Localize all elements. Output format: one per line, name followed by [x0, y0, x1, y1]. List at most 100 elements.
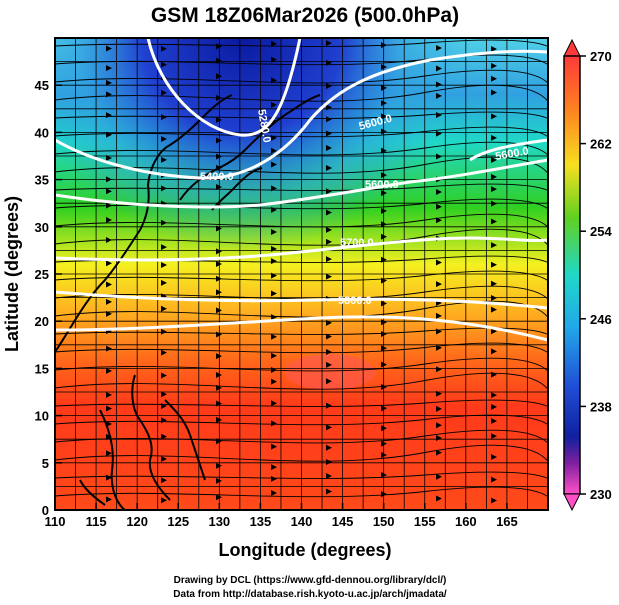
streamline	[55, 39, 548, 47]
colorbar-tick-label: 254	[590, 224, 612, 239]
streamline-arrow	[106, 91, 112, 98]
streamline-arrow	[491, 261, 497, 268]
streamline-arrow	[436, 344, 442, 351]
streamline-arrow	[491, 75, 497, 82]
streamline-arrow	[326, 209, 332, 216]
streamline-arrow	[491, 348, 497, 355]
streamline-arrow	[326, 361, 332, 368]
x-tick-label: 145	[332, 514, 354, 529]
streamline-arrow	[491, 62, 497, 69]
streamline-arrow	[436, 44, 442, 51]
streamline-arrow	[436, 65, 442, 72]
streamline-arrow	[436, 405, 442, 412]
contour-labels: 5280.0 5400.0 5600.0 5600.0 5700.0 5800.…	[200, 108, 530, 307]
x-tick-label: 110	[45, 514, 66, 529]
streamline-arrow	[491, 45, 497, 52]
streamline	[55, 471, 548, 479]
streamline-arrow	[271, 147, 277, 154]
x-tick-label: 120	[126, 514, 148, 529]
streamline-arrow	[106, 310, 112, 317]
streamline	[55, 156, 548, 174]
streamline-arrow	[271, 333, 277, 340]
x-tick-label: 135	[250, 514, 272, 529]
streamline-arrow	[491, 476, 497, 483]
streamline	[55, 111, 548, 119]
streamline-arrow	[106, 202, 112, 209]
streamline-arrow	[436, 203, 442, 210]
x-tick-label: 150	[373, 514, 395, 529]
streamline-arrow	[326, 226, 332, 233]
y-tick-label: 30	[35, 220, 49, 235]
colorbar: 270 262 254 246 238 230	[563, 38, 612, 512]
streamline-arrow	[436, 366, 442, 373]
streamline-arrow	[271, 475, 277, 482]
contour-label: 5600.0	[494, 145, 529, 163]
streamline-arrow	[106, 112, 112, 119]
streamline-arrow	[436, 112, 442, 119]
streamline-arrow	[436, 449, 442, 456]
map-field: 5280.0 5400.0 5600.0 5600.0 5700.0 5800.…	[55, 38, 548, 510]
streamline-arrow	[326, 145, 332, 152]
colorbar-tick-label: 230	[590, 487, 612, 502]
streamline-arrow	[271, 352, 277, 359]
streamline-arrow	[106, 391, 112, 398]
streamline-arrow	[161, 456, 167, 463]
plot-title: GSM 18Z06Mar2026 (500.0hPa)	[151, 4, 459, 27]
streamline-arrow	[161, 328, 167, 335]
height-contours	[55, 38, 548, 342]
streamline-arrow	[326, 348, 332, 355]
streamline-arrow	[161, 261, 167, 268]
y-tick-label: 35	[35, 173, 49, 188]
colorbar-tick-label: 246	[590, 312, 612, 327]
streamline-arrow	[326, 424, 332, 431]
x-tick-label: 165	[496, 514, 518, 529]
streamline-arrow	[161, 185, 167, 192]
streamline-arrow	[491, 242, 497, 249]
streamline-arrow	[161, 497, 167, 504]
streamline-arrow	[436, 495, 442, 502]
streamline-arrow	[491, 156, 497, 163]
streamline-arrow	[491, 218, 497, 225]
streamline	[55, 69, 548, 84]
streamline-arrow	[161, 391, 167, 398]
streamline-arrow	[106, 45, 112, 52]
x-axis-ticks: 110 115 120 125 130 135 140 145 150 155 160 165	[45, 503, 518, 529]
streamline-arrow	[491, 497, 497, 504]
y-axis-ticks: 0 5 10 15 20 25 30 35 40 45	[35, 78, 62, 518]
streamline-arrow	[491, 173, 497, 180]
colorbar-tick-label: 270	[590, 49, 612, 64]
streamline-arrow	[271, 77, 277, 84]
x-tick-label: 115	[86, 514, 107, 529]
x-axis-label: Longitude (degrees)	[218, 540, 391, 560]
streamline	[55, 357, 548, 372]
lat-lon-grid	[55, 38, 548, 510]
streamline-arrow	[106, 474, 112, 481]
streamline-arrow	[106, 367, 112, 374]
streamline-arrow	[436, 281, 442, 288]
streamline-arrow	[491, 280, 497, 287]
y-tick-label: 45	[35, 78, 49, 93]
streamline	[55, 372, 548, 390]
x-tick-label: 155	[414, 514, 436, 529]
streamline-arrow	[106, 496, 112, 503]
streamline-arrow	[161, 114, 167, 121]
contour-label: 5700.0	[340, 237, 374, 249]
contour-label: 5800.0	[338, 295, 372, 307]
y-tick-label: 25	[35, 267, 49, 282]
streamline-arrow	[106, 298, 112, 305]
colorbar-tick-label: 262	[590, 137, 612, 152]
streamline-arrow	[326, 256, 332, 263]
streamline-arrow	[326, 188, 332, 195]
streamline-arrow	[161, 89, 167, 96]
y-tick-label: 10	[35, 409, 49, 424]
streamline-arrow	[271, 400, 277, 407]
streamline-arrow	[436, 259, 442, 266]
streamline	[55, 414, 548, 426]
streamline-arrow	[326, 488, 332, 495]
streamline	[55, 84, 548, 102]
streamline-arrow	[326, 444, 332, 451]
streamline-arrow	[436, 328, 442, 335]
streamline-arrow	[326, 40, 332, 47]
streamline-arrow	[271, 134, 277, 141]
streamline-arrow	[491, 306, 497, 313]
